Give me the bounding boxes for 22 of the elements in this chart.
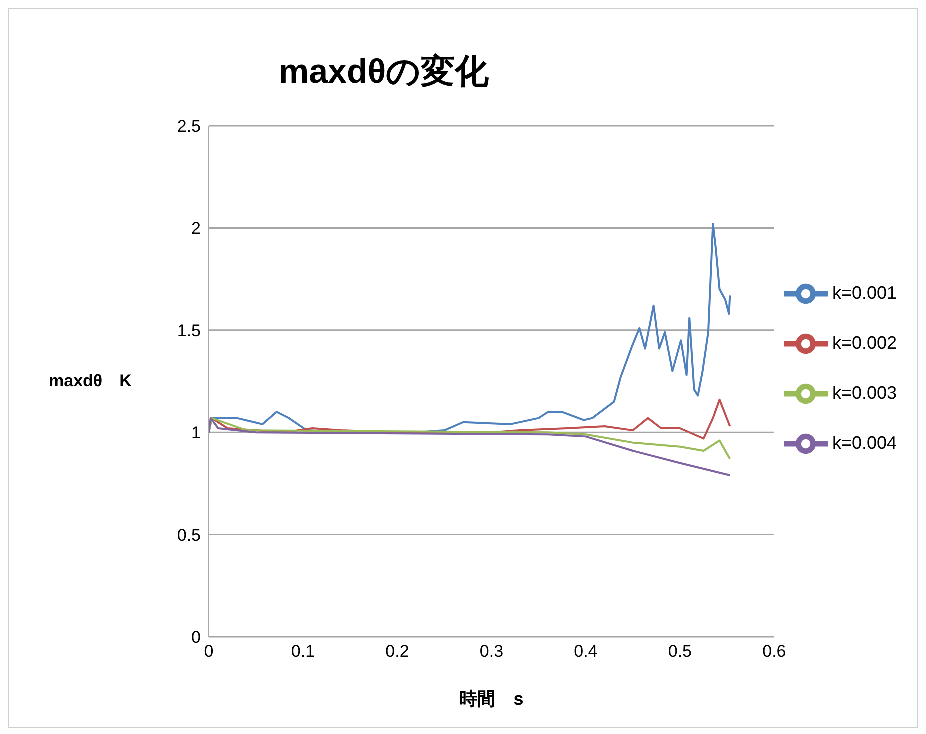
x-tick-label: 0.4	[574, 642, 598, 662]
x-axis-title: 時間 s	[460, 689, 524, 709]
x-tick-label: 0.5	[668, 642, 692, 662]
legend-label: k=0.004	[832, 433, 897, 453]
x-tick-label: 0.6	[762, 642, 786, 662]
legend-label: k=0.003	[832, 383, 897, 403]
x-tick-label: 0.1	[291, 642, 316, 662]
x-tick-label: 0.3	[480, 642, 504, 662]
legend-label: k=0.002	[832, 333, 897, 353]
chart-title: maxdθの変化	[278, 52, 490, 93]
y-tick-label: 0	[192, 628, 201, 648]
x-tick-label: 0	[204, 642, 214, 662]
x-tick-label: 0.2	[386, 642, 410, 662]
legend-label: k=0.001	[832, 283, 897, 303]
line-series	[209, 417, 732, 460]
y-tick-label: 1	[192, 424, 201, 443]
y-axis-title: maxdθ K	[49, 372, 133, 391]
y-tick-label: 2	[192, 219, 201, 238]
y-tick-label: 2.5	[177, 117, 201, 136]
line-series	[209, 417, 732, 477]
y-tick-label: 1.5	[177, 321, 201, 340]
y-tick-label: 0.5	[177, 526, 201, 545]
